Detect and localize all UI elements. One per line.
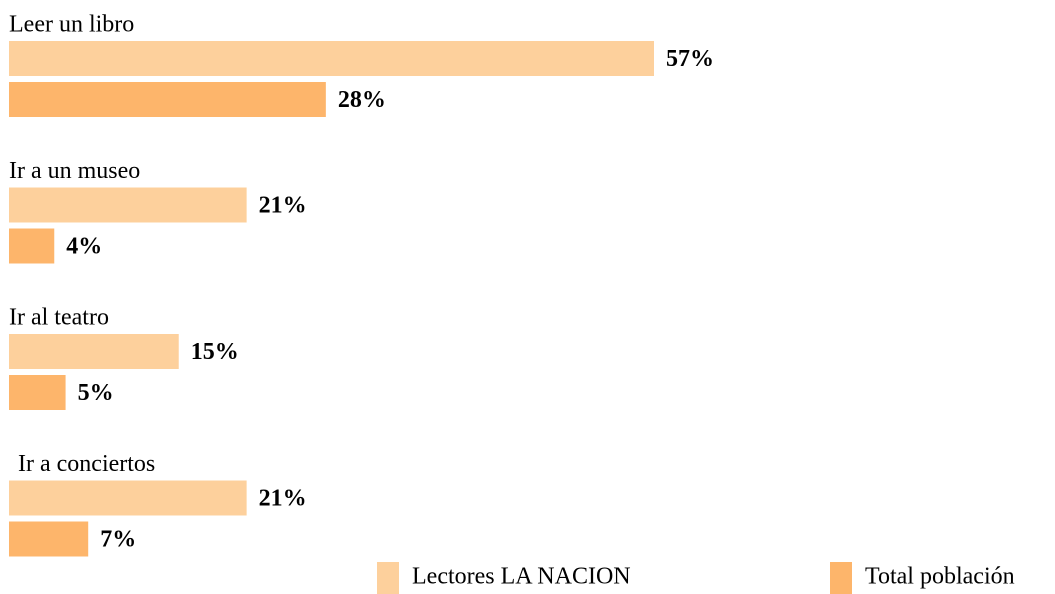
bar [9,375,66,410]
value-label: 5% [78,380,114,406]
bar [9,521,89,557]
bar [9,82,326,117]
value-label: 4% [66,234,102,260]
value-label: 21% [259,486,307,512]
category-label: Leer un libro [9,12,134,38]
legend-label: Total población [865,564,1015,590]
value-label: 7% [100,527,136,553]
legend-swatch [830,562,852,594]
legend-swatch [377,562,399,594]
value-label: 15% [191,339,239,365]
value-label: 57% [666,46,714,72]
bar [9,41,654,76]
bar [9,187,247,223]
category-label: Ir a un museo [9,158,140,184]
value-label: 28% [338,87,386,113]
bar [9,480,247,516]
bar [9,334,179,369]
category-label: Ir a conciertos [18,451,155,477]
category-label: Ir al teatro [9,305,109,331]
legend-label: Lectores LA NACION [412,564,631,590]
bar [9,228,55,264]
value-label: 21% [259,193,307,219]
